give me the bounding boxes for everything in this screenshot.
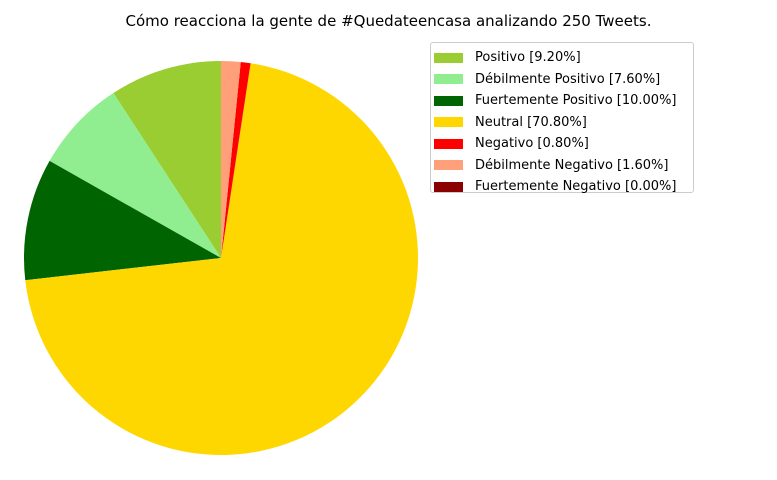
legend-swatch <box>434 74 463 85</box>
legend-item: Neutral [70.80%] <box>434 112 693 134</box>
legend-label: Neutral [70.80%] <box>475 114 587 130</box>
legend-label: Positivo [9.20%] <box>475 50 581 66</box>
legend-label: Débilmente Positivo [7.60%] <box>475 71 661 87</box>
legend-item: Positivo [9.20%] <box>434 47 693 69</box>
legend-swatch <box>434 117 463 128</box>
legend-swatch <box>434 160 463 171</box>
legend-swatch <box>434 181 463 192</box>
legend-swatch <box>434 95 463 106</box>
legend-item: Fuertemente Positivo [10.00%] <box>434 90 693 112</box>
legend-swatch <box>434 52 463 63</box>
legend: Positivo [9.20%] Débilmente Positivo [7.6… <box>430 42 694 194</box>
legend-swatch <box>434 138 463 149</box>
legend-item: Débilmente Negativo [1.60%] <box>434 155 693 177</box>
legend-label: Negativo [0.80%] <box>475 136 589 152</box>
pie-slice-0 <box>113 61 221 258</box>
chart-title: Cómo reacciona la gente de #Quedateencas… <box>125 12 652 30</box>
pie-slice-2 <box>24 160 221 281</box>
legend-item: Débilmente Positivo [7.60%] <box>434 69 693 91</box>
legend-item: Fuertemente Negativo [0.00%] <box>434 176 693 198</box>
legend-label: Fuertemente Positivo [10.00%] <box>475 93 677 109</box>
pie-slice-4 <box>221 61 251 258</box>
pie-slice-1 <box>49 93 221 258</box>
legend-label: Débilmente Negativo [1.60%] <box>475 157 669 173</box>
legend-label: Fuertemente Negativo [0.00%] <box>475 179 677 195</box>
pie-slice-3 <box>25 63 419 456</box>
pie-slice-5 <box>221 60 241 258</box>
legend-item: Negativo [0.80%] <box>434 133 693 155</box>
